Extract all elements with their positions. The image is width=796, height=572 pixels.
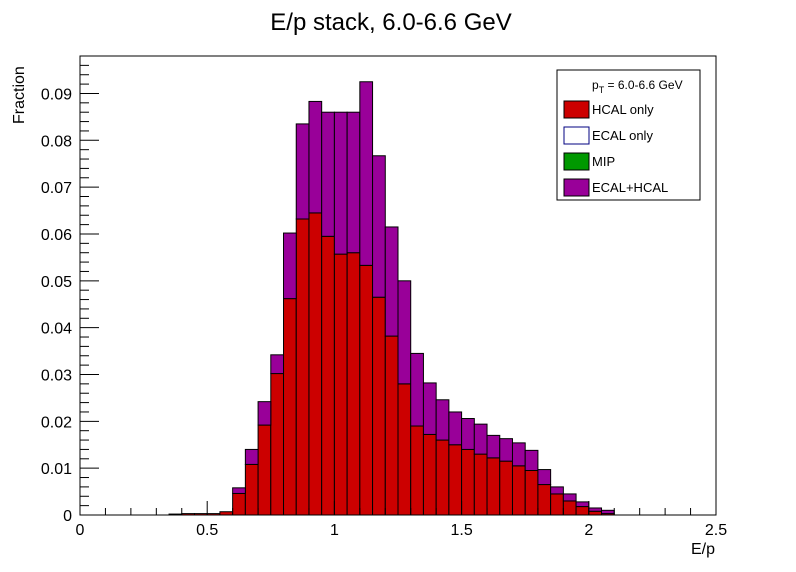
legend-header: pT = 6.0-6.6 GeV bbox=[592, 78, 683, 95]
x-tick-label: 1.5 bbox=[450, 522, 472, 539]
bar-ecal-hcal bbox=[397, 280, 412, 385]
bar-ecal-hcal bbox=[588, 507, 603, 512]
bar-ecal-hcal bbox=[601, 509, 615, 515]
bar-ecal-hcal bbox=[244, 448, 259, 465]
y-tick-label: 0.06 bbox=[41, 227, 72, 244]
legend-swatch bbox=[563, 178, 590, 197]
legend-swatch bbox=[563, 152, 590, 171]
bar-hcal-only bbox=[397, 383, 412, 516]
bar-hcal-only bbox=[550, 493, 564, 516]
x-tick-label: 0.5 bbox=[196, 522, 218, 539]
bar-hcal-only bbox=[537, 484, 552, 516]
bar-ecal-hcal bbox=[232, 487, 246, 494]
bar-ecal-hcal bbox=[372, 155, 386, 298]
y-axis-label: Fraction bbox=[11, 66, 28, 124]
legend: pT = 6.0-6.6 GeV HCAL only ECAL only MIP ECA… bbox=[556, 69, 701, 201]
bar-hcal-only bbox=[333, 253, 348, 516]
bar-ecal-hcal bbox=[308, 100, 323, 214]
bar-hcal-only bbox=[232, 492, 246, 516]
bar-ecal-hcal bbox=[550, 486, 564, 495]
bar-hcal-only bbox=[410, 425, 424, 516]
y-tick-label: 0.09 bbox=[41, 86, 72, 103]
x-tick-label: 1 bbox=[330, 522, 339, 539]
x-tick-label: 0 bbox=[76, 522, 85, 539]
bar-hcal-only bbox=[435, 439, 450, 516]
y-tick-label: 0.01 bbox=[41, 461, 72, 478]
bar-hcal-only bbox=[372, 296, 386, 516]
bar-ecal-hcal bbox=[461, 418, 475, 450]
bar-ecal-hcal bbox=[333, 111, 348, 255]
axes-layer: 0 0.5 1 1.5 2 2.5 0 0.01 0.02 0.03 0.04 0.05 0.06 0.0… bbox=[41, 55, 727, 539]
bar-hcal-only bbox=[486, 457, 501, 516]
legend-label: ECAL only bbox=[592, 128, 653, 143]
y-tick-label: 0.07 bbox=[41, 180, 72, 197]
bar-hcal-only bbox=[295, 218, 310, 516]
bar-hcal-only bbox=[524, 470, 539, 516]
legend-swatch bbox=[563, 100, 590, 119]
bar-ecal-hcal bbox=[473, 423, 488, 455]
bar-hcal-only bbox=[270, 373, 285, 516]
bar-ecal-hcal bbox=[537, 469, 552, 486]
legend-label: MIP bbox=[592, 154, 615, 169]
bar-hcal-only bbox=[244, 463, 259, 516]
y-tick-label: 0 bbox=[63, 508, 72, 525]
bars-layer bbox=[168, 81, 615, 516]
bar-ecal-hcal bbox=[448, 411, 463, 446]
bar-hcal-only bbox=[283, 298, 297, 516]
bar-ecal-hcal bbox=[384, 226, 399, 337]
legend-label: HCAL only bbox=[592, 102, 654, 117]
bar-ecal-hcal bbox=[486, 434, 501, 459]
bar-ecal-hcal bbox=[359, 81, 374, 266]
plot-frame bbox=[79, 55, 717, 516]
bar-hcal-only bbox=[257, 424, 272, 516]
legend-swatch bbox=[563, 126, 590, 145]
bar-hcal-only bbox=[562, 500, 577, 516]
bar-ecal-hcal bbox=[270, 354, 285, 375]
y-tick-label: 0.03 bbox=[41, 367, 72, 384]
bar-hcal-only bbox=[359, 264, 374, 516]
bar-hcal-only bbox=[473, 453, 488, 516]
bar-ecal-hcal bbox=[562, 493, 577, 502]
y-tick-label: 0.02 bbox=[41, 414, 72, 431]
bar-hcal-only bbox=[499, 460, 513, 516]
bar-ecal-hcal bbox=[283, 232, 297, 300]
bar-ecal-hcal bbox=[321, 111, 335, 237]
y-tick-label: 0.04 bbox=[41, 321, 72, 338]
bar-ecal-hcal bbox=[346, 111, 361, 254]
bar-hcal-only bbox=[511, 465, 526, 516]
bar-ecal-hcal bbox=[295, 123, 310, 220]
x-tick-label: 2.5 bbox=[705, 522, 727, 539]
bar-ecal-hcal bbox=[410, 352, 424, 427]
bar-hcal-only bbox=[448, 444, 463, 516]
bar-hcal-only bbox=[346, 252, 361, 516]
bar-ecal-hcal bbox=[435, 399, 450, 441]
bar-ecal-hcal bbox=[511, 442, 526, 467]
y-tick-label: 0.05 bbox=[41, 274, 72, 291]
bar-hcal-only bbox=[384, 335, 399, 516]
bar-hcal-only bbox=[461, 448, 475, 516]
bar-hcal-only bbox=[588, 510, 603, 516]
bar-ecal-hcal bbox=[575, 501, 590, 508]
x-tick-label: 2 bbox=[584, 522, 593, 539]
bar-hcal-only bbox=[575, 506, 590, 516]
bar-hcal-only bbox=[321, 235, 335, 516]
x-axis-label: E/p bbox=[691, 541, 715, 558]
y-tick-label: 0.08 bbox=[41, 133, 72, 150]
bar-hcal-only bbox=[308, 212, 323, 516]
bar-ecal-hcal bbox=[524, 449, 539, 472]
bar-ecal-hcal bbox=[257, 401, 272, 426]
bar-ecal-hcal bbox=[499, 438, 513, 462]
legend-label: ECAL+HCAL bbox=[592, 180, 668, 195]
chart-title: E/p stack, 6.0-6.6 GeV bbox=[270, 9, 511, 36]
bar-hcal-only bbox=[422, 433, 437, 516]
bar-ecal-hcal bbox=[422, 382, 437, 435]
